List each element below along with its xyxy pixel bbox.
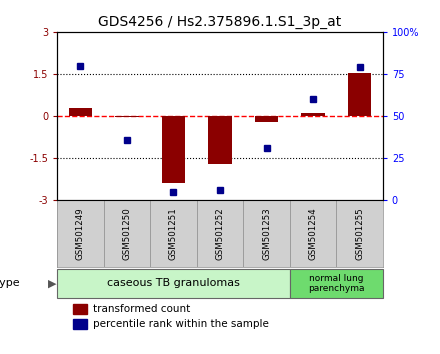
Text: GSM501255: GSM501255: [355, 207, 364, 260]
Bar: [348, 73, 371, 116]
Text: normal lung
parenchyma: normal lung parenchyma: [308, 274, 364, 293]
Bar: [115, 116, 139, 118]
Bar: [290, 269, 383, 297]
Text: GSM501252: GSM501252: [216, 207, 224, 260]
Bar: [162, 116, 185, 183]
Text: GSM501254: GSM501254: [308, 207, 318, 260]
Bar: [73, 304, 87, 314]
Bar: [209, 116, 231, 164]
Text: percentile rank within the sample: percentile rank within the sample: [93, 319, 269, 329]
Bar: [73, 319, 87, 329]
Text: cell type: cell type: [0, 278, 20, 288]
Bar: [301, 113, 325, 116]
Bar: [57, 269, 290, 297]
Text: caseous TB granulomas: caseous TB granulomas: [107, 278, 240, 288]
Bar: [69, 108, 92, 116]
Title: GDS4256 / Hs2.375896.1.S1_3p_at: GDS4256 / Hs2.375896.1.S1_3p_at: [99, 16, 341, 29]
Text: GSM501253: GSM501253: [262, 207, 271, 260]
Text: transformed count: transformed count: [93, 304, 190, 314]
Text: GSM501251: GSM501251: [169, 207, 178, 260]
Text: GSM501250: GSM501250: [122, 207, 132, 260]
Text: ▶: ▶: [48, 278, 57, 288]
Bar: [255, 116, 278, 121]
Text: GSM501249: GSM501249: [76, 207, 85, 260]
